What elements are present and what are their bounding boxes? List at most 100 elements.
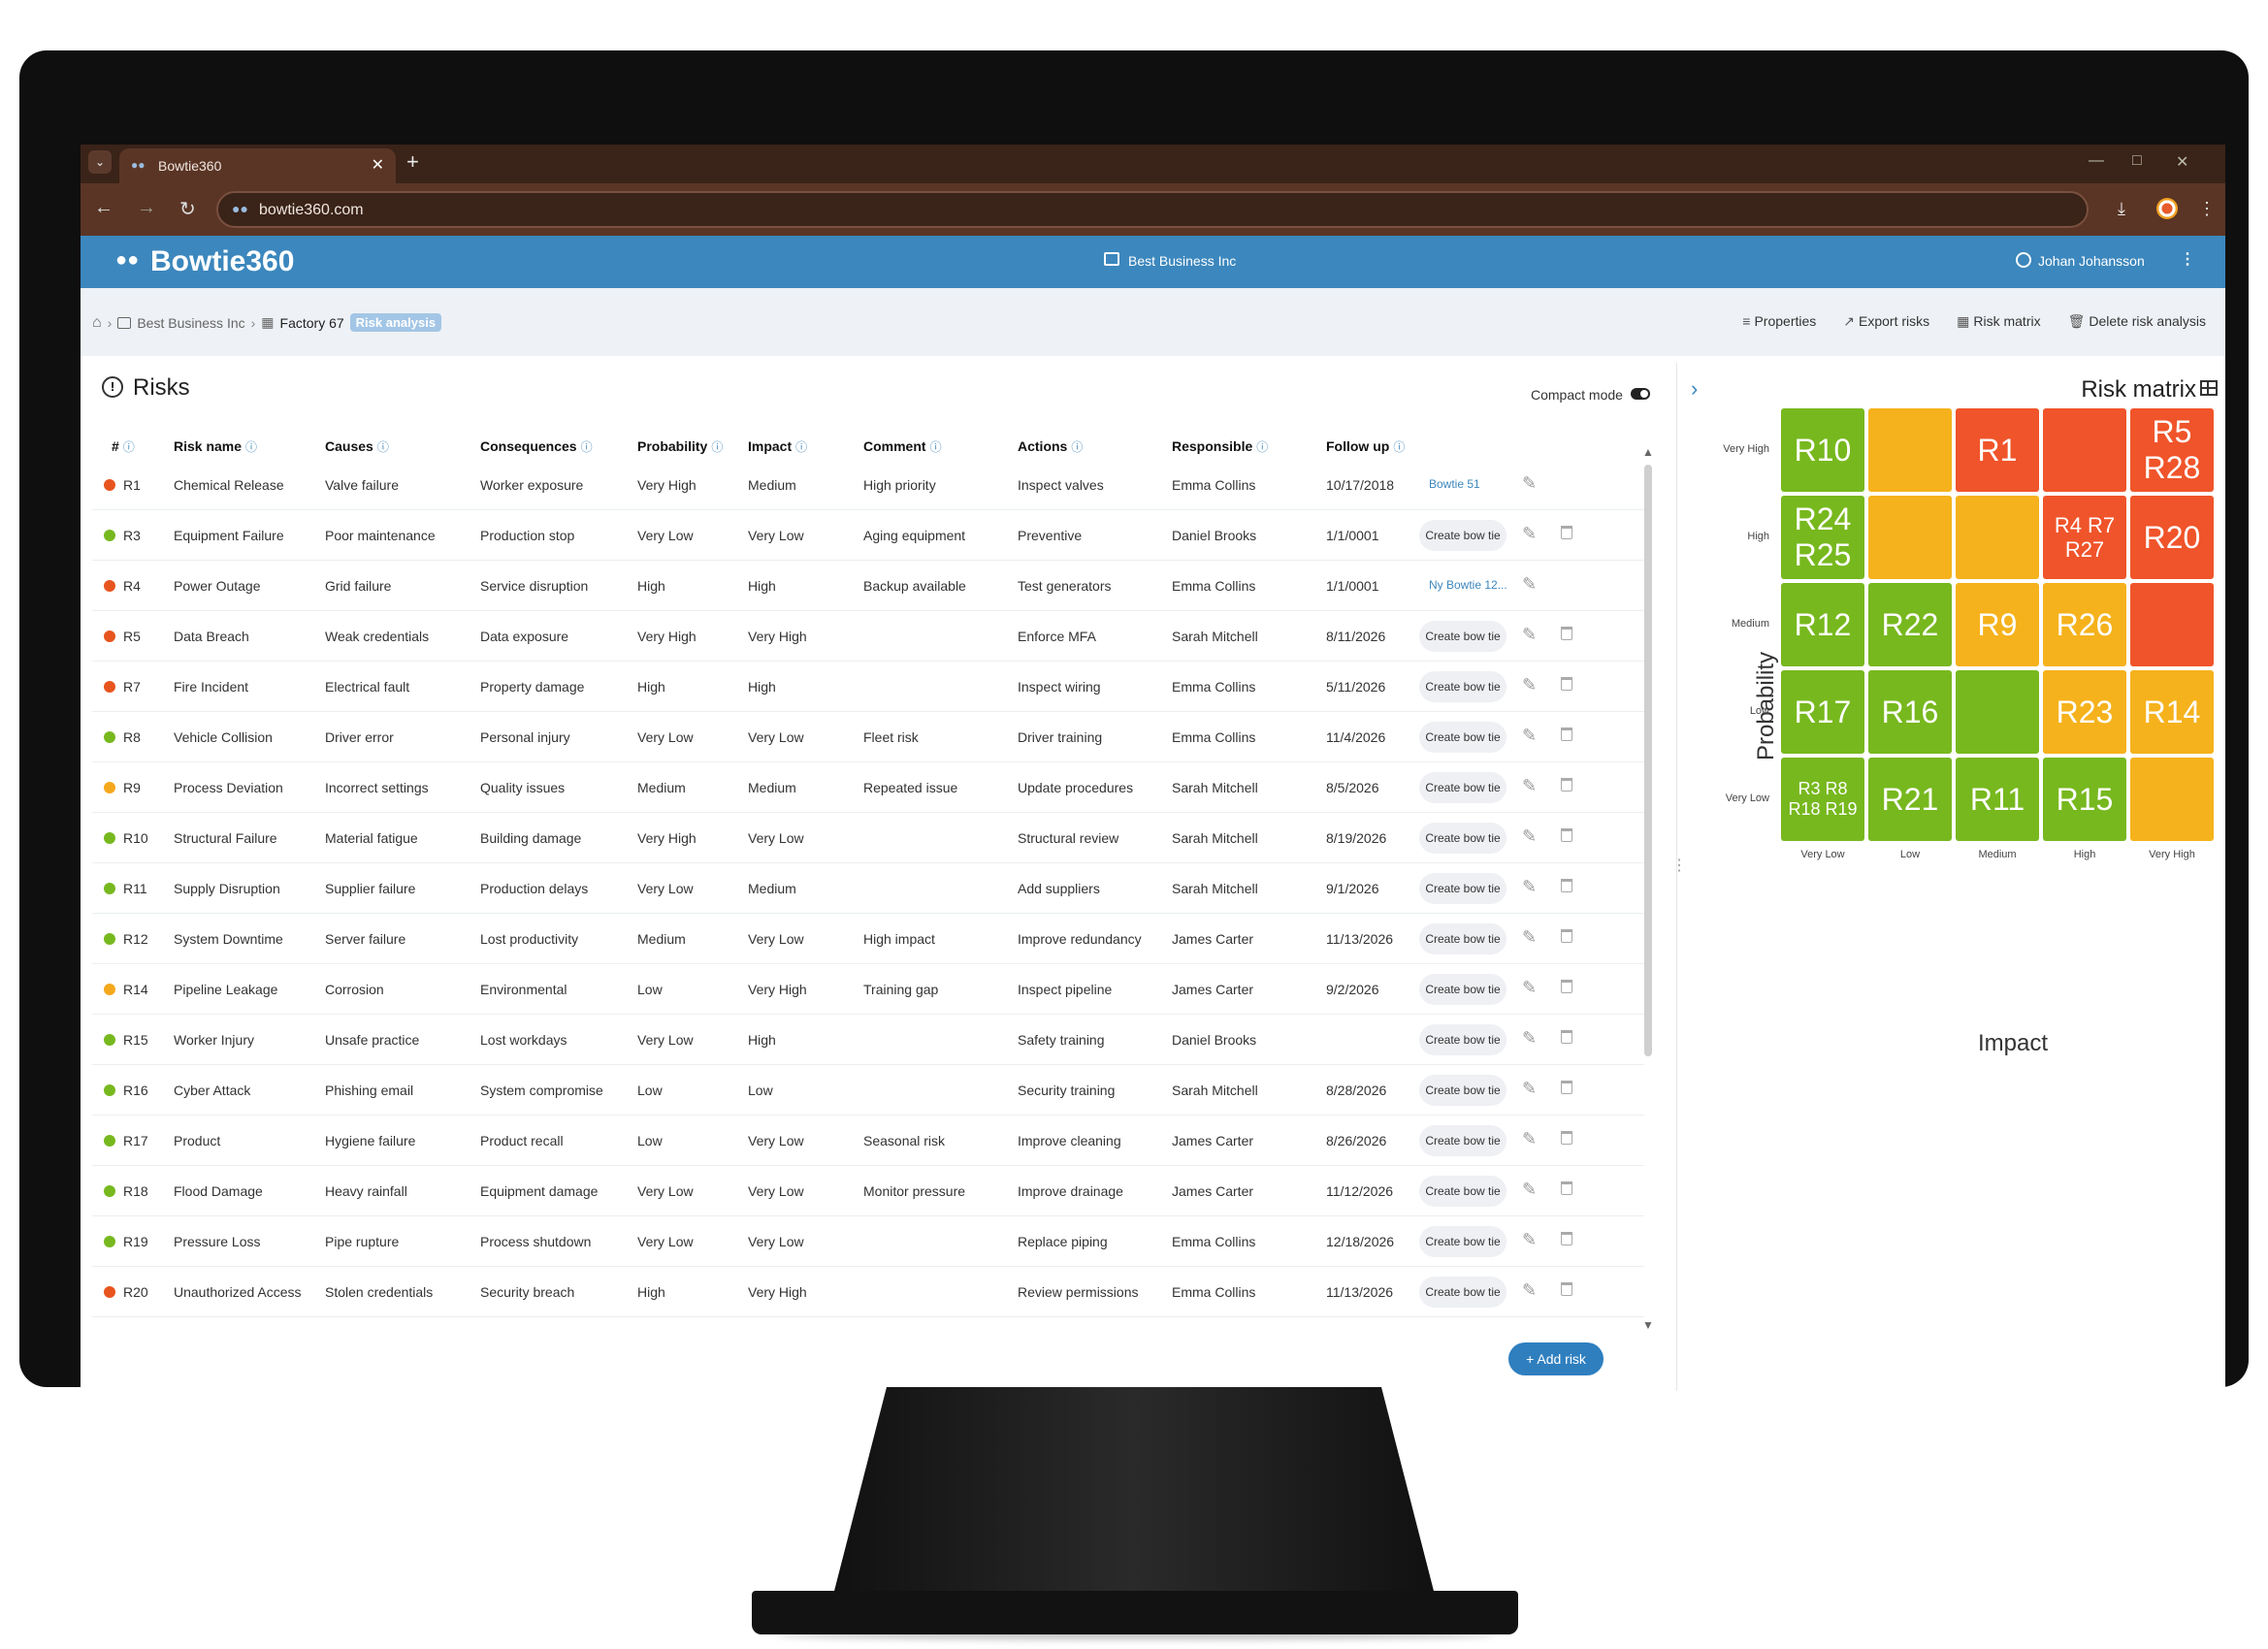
- table-row[interactable]: R18 Flood Damage Heavy rainfall Equipment d…: [92, 1166, 1644, 1216]
- table-row[interactable]: R8 Vehicle Collision Driver error Personal …: [92, 712, 1644, 762]
- properties-button[interactable]: ≡ Properties: [1742, 313, 1816, 330]
- table-row[interactable]: R5 Data Breach Weak credentials Data exposu…: [92, 611, 1644, 662]
- table-row[interactable]: R3 Equipment Failure Poor maintenance Produ…: [92, 510, 1644, 561]
- user-name[interactable]: Johan Johansson: [2038, 253, 2145, 269]
- matrix-cell[interactable]: R26: [2043, 583, 2126, 666]
- trash-icon[interactable]: [1561, 1282, 1572, 1296]
- matrix-cell[interactable]: [1868, 496, 1952, 579]
- table-row[interactable]: R9 Process Deviation Incorrect settings Qua…: [92, 762, 1644, 813]
- profile-icon[interactable]: [2156, 198, 2178, 219]
- table-row[interactable]: R7 Fire Incident Electrical fault Property …: [92, 662, 1644, 712]
- trash-icon[interactable]: [1561, 1081, 1572, 1094]
- matrix-cell[interactable]: R21: [1868, 758, 1952, 841]
- scroll-thumb[interactable]: [1644, 465, 1652, 1056]
- info-icon[interactable]: ⓘ: [580, 440, 593, 454]
- create-bow-tie-button[interactable]: Create bow tie: [1419, 722, 1507, 753]
- trash-icon[interactable]: [1561, 1181, 1572, 1195]
- matrix-cell[interactable]: R1: [1956, 408, 2039, 492]
- table-row[interactable]: R19 Pressure Loss Pipe rupture Process shut…: [92, 1216, 1644, 1267]
- breadcrumb-org[interactable]: Best Business Inc: [137, 314, 245, 331]
- matrix-cell[interactable]: [1868, 408, 1952, 492]
- matrix-cell[interactable]: R5 R28: [2130, 408, 2214, 492]
- table-row[interactable]: R1 Chemical Release Valve failure Worker ex…: [92, 460, 1644, 510]
- matrix-cell[interactable]: R14: [2130, 670, 2214, 754]
- matrix-cell[interactable]: [2130, 758, 2214, 841]
- edit-icon[interactable]: ✎: [1522, 1280, 1538, 1300]
- matrix-cell[interactable]: R24 R25: [1781, 496, 1864, 579]
- column-header[interactable]: Probability ⓘ: [637, 438, 723, 455]
- trash-icon[interactable]: [1561, 828, 1572, 842]
- info-icon[interactable]: ⓘ: [711, 440, 724, 454]
- matrix-cell[interactable]: R16: [1868, 670, 1952, 754]
- matrix-cell[interactable]: [2043, 408, 2126, 492]
- maximize-icon[interactable]: □: [2132, 152, 2142, 169]
- delete-risk-analysis-button[interactable]: 🗑 Delete risk analysis: [2068, 313, 2206, 330]
- tab-close-icon[interactable]: ✕: [371, 157, 384, 174]
- edit-icon[interactable]: ✎: [1522, 1028, 1538, 1048]
- matrix-cell[interactable]: R3 R8 R18 R19: [1781, 758, 1864, 841]
- trash-icon[interactable]: [1561, 728, 1572, 741]
- matrix-cell[interactable]: R23: [2043, 670, 2126, 754]
- column-header[interactable]: # ⓘ: [112, 438, 135, 455]
- create-bow-tie-button[interactable]: Create bow tie: [1419, 823, 1507, 854]
- edit-icon[interactable]: ✎: [1522, 625, 1538, 644]
- table-row[interactable]: R10 Structural Failure Material fatigue Bui…: [92, 813, 1644, 863]
- info-icon[interactable]: ⓘ: [245, 440, 258, 454]
- more-menu-icon[interactable]: ⋮: [2180, 251, 2195, 268]
- column-header[interactable]: Consequences ⓘ: [480, 438, 593, 455]
- info-icon[interactable]: ⓘ: [376, 440, 389, 454]
- matrix-cell[interactable]: R17: [1781, 670, 1864, 754]
- create-bow-tie-button[interactable]: Create bow tie: [1419, 1024, 1507, 1055]
- download-icon[interactable]: ⤓: [2118, 199, 2125, 218]
- minimize-icon[interactable]: —: [2089, 152, 2104, 169]
- bowtie-link[interactable]: Ny Bowtie 12...: [1429, 578, 1507, 592]
- resize-handle-icon[interactable]: ⋮: [1671, 857, 1687, 874]
- info-icon[interactable]: ⓘ: [1393, 440, 1406, 454]
- edit-icon[interactable]: ✎: [1522, 1230, 1538, 1249]
- matrix-cell[interactable]: R11: [1956, 758, 2039, 841]
- create-bow-tie-button[interactable]: Create bow tie: [1419, 1226, 1507, 1257]
- create-bow-tie-button[interactable]: Create bow tie: [1419, 873, 1507, 904]
- add-risk-button[interactable]: + Add risk: [1508, 1342, 1604, 1375]
- bowtie-link[interactable]: Bowtie 51: [1429, 477, 1480, 491]
- info-icon[interactable]: ⓘ: [122, 440, 135, 454]
- chevron-right-icon[interactable]: ›: [1691, 376, 1699, 401]
- matrix-cell[interactable]: R22: [1868, 583, 1952, 666]
- table-row[interactable]: R11 Supply Disruption Supplier failure Prod…: [92, 863, 1644, 914]
- column-header[interactable]: Comment ⓘ: [863, 438, 942, 455]
- matrix-cell[interactable]: R10: [1781, 408, 1864, 492]
- edit-icon[interactable]: ✎: [1522, 1129, 1538, 1148]
- trash-icon[interactable]: [1561, 677, 1572, 691]
- table-row[interactable]: R14 Pipeline Leakage Corrosion Environmenta…: [92, 964, 1644, 1015]
- create-bow-tie-button[interactable]: Create bow tie: [1419, 1176, 1507, 1207]
- address-bar[interactable]: ●● bowtie360.com: [216, 191, 2089, 228]
- export-risks-button[interactable]: ↗ Export risks: [1843, 313, 1929, 330]
- info-icon[interactable]: ⓘ: [795, 440, 808, 454]
- risk-matrix-button[interactable]: ▦ Risk matrix: [1957, 313, 2040, 330]
- table-row[interactable]: R12 System Downtime Server failure Lost pro…: [92, 914, 1644, 964]
- column-header[interactable]: Risk name ⓘ: [174, 438, 257, 455]
- edit-icon[interactable]: ✎: [1522, 726, 1538, 745]
- create-bow-tie-button[interactable]: Create bow tie: [1419, 621, 1507, 652]
- matrix-cell[interactable]: [1956, 670, 2039, 754]
- app-logo[interactable]: Bowtie360: [150, 245, 295, 277]
- trash-icon[interactable]: [1561, 526, 1572, 539]
- edit-icon[interactable]: ✎: [1522, 877, 1538, 896]
- matrix-cell[interactable]: [1956, 496, 2039, 579]
- create-bow-tie-button[interactable]: Create bow tie: [1419, 520, 1507, 551]
- edit-icon[interactable]: ✎: [1522, 776, 1538, 795]
- matrix-cell[interactable]: R9: [1956, 583, 2039, 666]
- table-row[interactable]: R15 Worker Injury Unsafe practice Lost work…: [92, 1015, 1644, 1065]
- matrix-cell[interactable]: R15: [2043, 758, 2126, 841]
- table-row[interactable]: R16 Cyber Attack Phishing email System comp…: [92, 1065, 1644, 1116]
- info-icon[interactable]: ⓘ: [1256, 440, 1269, 454]
- table-row[interactable]: R4 Power Outage Grid failure Service disrup…: [92, 561, 1644, 611]
- column-header[interactable]: Impact ⓘ: [748, 438, 807, 455]
- matrix-cell[interactable]: R20: [2130, 496, 2214, 579]
- column-header[interactable]: Causes ⓘ: [325, 438, 389, 455]
- reload-icon[interactable]: ↻: [179, 199, 196, 220]
- trash-icon[interactable]: [1561, 627, 1572, 640]
- scroll-down-icon[interactable]: ▼: [1642, 1318, 1654, 1332]
- trash-icon[interactable]: [1561, 980, 1572, 993]
- back-icon[interactable]: ←: [94, 197, 113, 218]
